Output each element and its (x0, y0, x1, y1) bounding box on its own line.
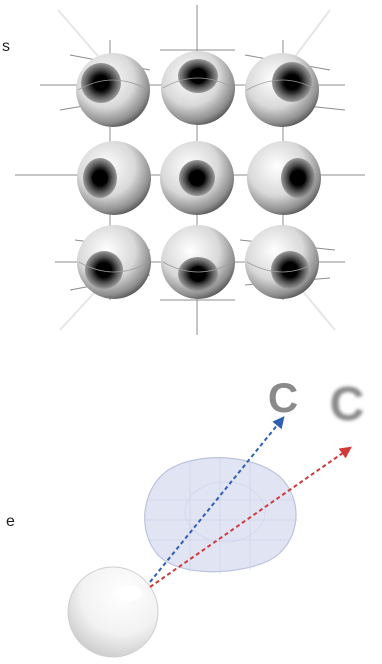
eye-sphere (67, 566, 159, 658)
eyeball-down-right (245, 225, 319, 299)
clipped-text-bottom: e (6, 513, 15, 530)
eyeball-right (247, 141, 321, 215)
lens-shape (144, 457, 297, 573)
sharp-letter-c: C (268, 374, 298, 421)
eyeball-up (161, 51, 235, 125)
blurred-letter-c: C (330, 378, 365, 431)
blue-ray (149, 416, 285, 583)
eyeball-down (161, 225, 235, 299)
eyeball-center (160, 141, 234, 215)
clipped-text-top: s (2, 38, 10, 55)
eyeball-down-left (77, 225, 151, 299)
eyeball-up-right (245, 53, 319, 127)
eyeball-left (77, 141, 151, 215)
eye-gaze-grid-illustration (15, 5, 365, 335)
eyeball-up-left (76, 53, 150, 127)
red-ray (149, 446, 352, 588)
